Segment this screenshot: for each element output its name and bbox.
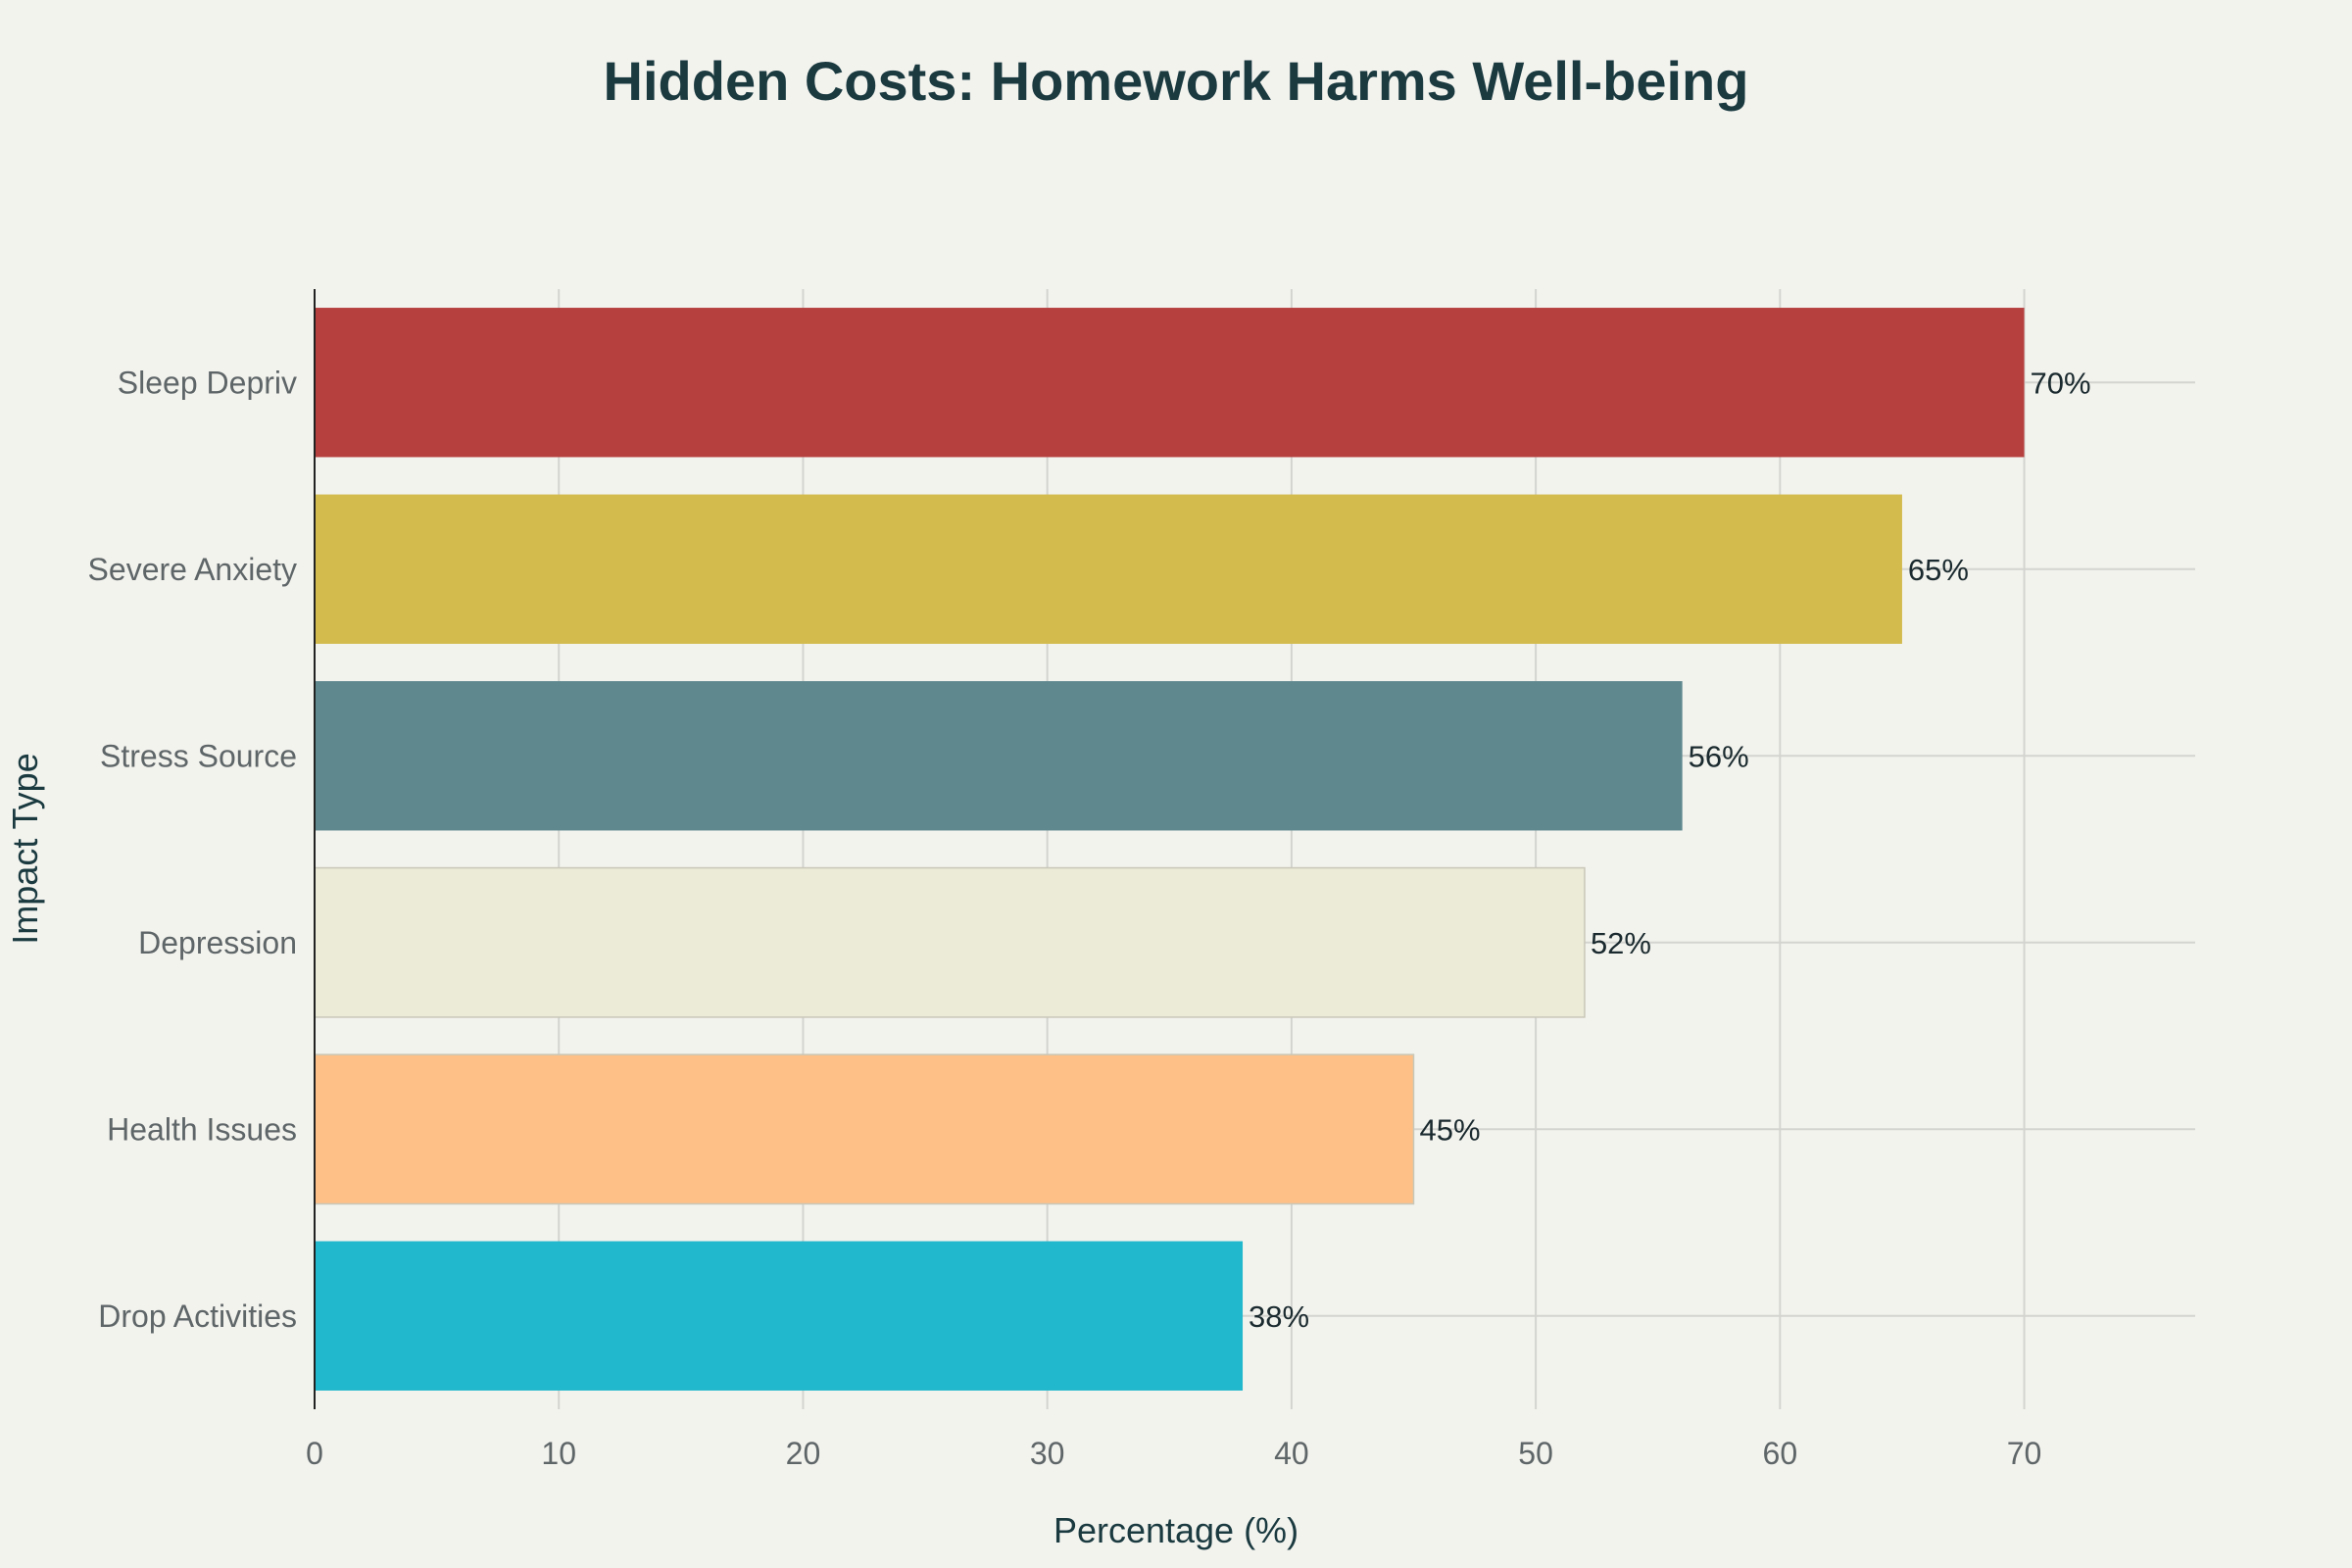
bar-depression	[314, 866, 1586, 1018]
bar-value-label: 52%	[1591, 926, 1651, 960]
chart-title: Hidden Costs: Homework Harms Well-being	[604, 50, 1749, 112]
bar-value-label: 70%	[2031, 366, 2091, 400]
x-tick-label: 50	[1518, 1436, 1553, 1471]
bar-value-label: 65%	[1908, 553, 1969, 587]
x-tick-label: 10	[541, 1436, 576, 1471]
bar-value-label: 38%	[1249, 1299, 1309, 1334]
y-category-label: Stress Source	[100, 738, 297, 773]
x-tick-label: 70	[2007, 1436, 2042, 1471]
y-category-label: Severe Anxiety	[88, 552, 297, 587]
y-category-label: Drop Activities	[98, 1298, 297, 1334]
bar-drop-activities	[315, 1241, 1244, 1391]
label-layer: 0 10 20 30 40 50 60 70 Sleep Depriv 70% Severe Anx…	[88, 365, 2091, 1471]
y-category-label: Health Issues	[107, 1111, 297, 1147]
bar-layer	[314, 308, 2025, 1391]
bar-value-label: 45%	[1419, 1112, 1480, 1147]
x-tick-label: 40	[1274, 1436, 1309, 1471]
x-tick-label: 60	[1763, 1436, 1798, 1471]
y-axis-title: Impact Type	[5, 753, 45, 944]
x-tick-label: 0	[306, 1436, 323, 1471]
x-tick-label: 30	[1030, 1436, 1065, 1471]
bar-health-issues	[314, 1054, 1415, 1205]
bar-sleep-depriv	[315, 308, 2025, 458]
y-category-label: Depression	[138, 925, 297, 960]
y-category-label: Sleep Depriv	[118, 365, 297, 400]
bar-value-label: 56%	[1689, 739, 1749, 773]
bar-stress-source	[315, 681, 1683, 831]
x-axis-title: Percentage (%)	[1054, 1510, 1298, 1550]
x-tick-label: 20	[786, 1436, 821, 1471]
bar-severe-anxiety	[315, 494, 1902, 644]
